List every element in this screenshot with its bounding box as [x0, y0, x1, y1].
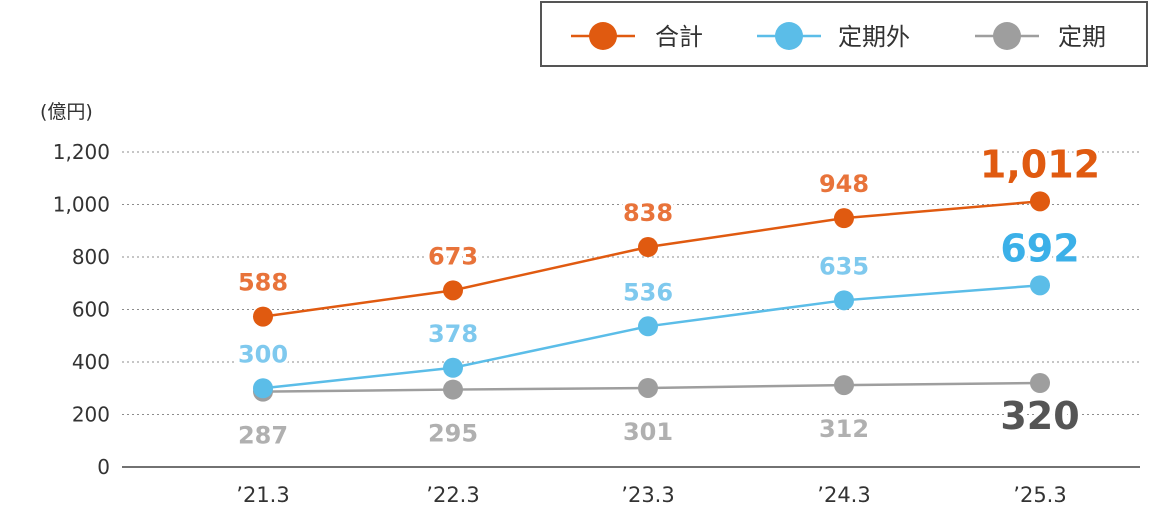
x-tick-label: ’21.3: [236, 483, 289, 507]
x-tick-label: ’25.3: [1013, 483, 1066, 507]
data-label: 295: [428, 420, 478, 448]
data-point: [443, 280, 463, 301]
data-label: 378: [428, 320, 478, 348]
data-point: [834, 375, 854, 396]
data-point: [443, 357, 463, 378]
legend-label: 定期: [1058, 23, 1106, 51]
data-label: 838: [623, 199, 673, 227]
data-point: [253, 378, 273, 399]
data-point: [253, 306, 273, 327]
legend-marker: [589, 22, 617, 50]
y-tick-label: 600: [72, 298, 110, 322]
data-label: 588: [238, 269, 288, 297]
legend-box: [540, 1, 1148, 67]
y-tick-label: 800: [72, 245, 110, 269]
y-axis-unit-label: (億円): [40, 101, 93, 123]
series-layer: [253, 191, 1050, 402]
y-tick-label: 0: [97, 455, 110, 479]
data-label: 673: [428, 242, 478, 270]
y-tick-label: 1,200: [53, 140, 110, 164]
y-tick-label: 200: [72, 403, 110, 427]
legend-marker: [775, 22, 803, 50]
data-point: [834, 290, 854, 311]
data-point: [638, 237, 658, 258]
y-tick-label: 400: [72, 350, 110, 374]
legend-label: 定期外: [838, 23, 910, 51]
x-tick-label: ’24.3: [817, 483, 870, 507]
x-tick-label: ’22.3: [426, 483, 479, 507]
data-label: 300: [238, 340, 288, 368]
data-label: 320: [1000, 394, 1079, 438]
data-label: 301: [623, 418, 673, 446]
data-label: 536: [623, 278, 673, 306]
data-point: [1030, 275, 1050, 296]
legend: 合計 定期外 定期: [540, 1, 1148, 67]
data-point: [638, 377, 658, 398]
y-tick-label: 1,000: [53, 193, 110, 217]
data-point: [638, 316, 658, 337]
data-label: 287: [238, 422, 288, 450]
y-axis: 0 200 400 600 800 1,000 1,200: [53, 140, 110, 479]
data-labels: 588 673 838 948 1,012 300 378 536 635 692 287 295 30…: [235, 139, 1103, 452]
data-point: [443, 379, 463, 400]
data-point: [1030, 373, 1050, 393]
data-label: 948: [819, 170, 869, 198]
data-point: [1030, 191, 1050, 212]
data-label: 1,012: [980, 142, 1100, 186]
legend-label: 合計: [655, 23, 703, 51]
data-label: 635: [819, 252, 869, 280]
x-axis: ’21.3 ’22.3 ’23.3 ’24.3 ’25.3: [122, 466, 1140, 507]
data-label: 692: [1000, 226, 1079, 270]
legend-marker: [993, 22, 1021, 50]
x-tick-label: ’23.3: [621, 483, 674, 507]
data-point: [834, 208, 854, 229]
data-label: 312: [819, 415, 869, 443]
